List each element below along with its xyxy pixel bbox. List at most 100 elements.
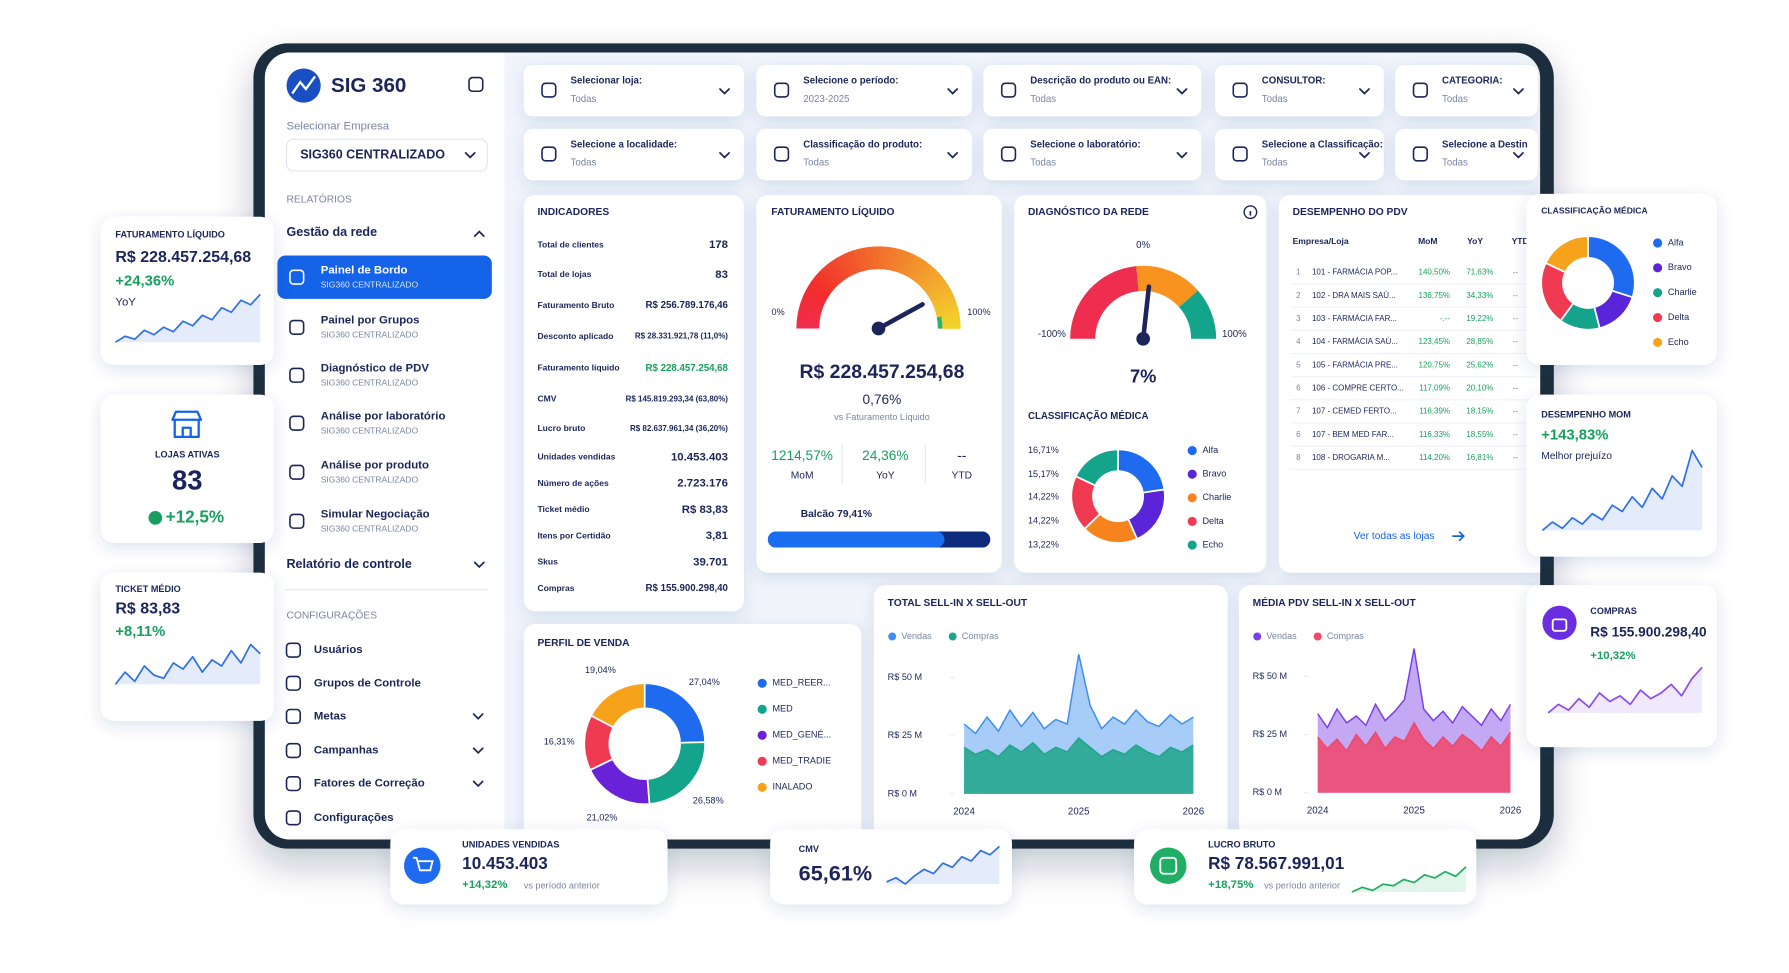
config-item[interactable]: Grupos de Controle: [314, 677, 421, 689]
gauge-scale-label: 0%: [1136, 240, 1150, 251]
chevron: [473, 230, 485, 237]
label: 1: [1296, 268, 1301, 277]
filter-dropdown[interactable]: [756, 128, 973, 181]
icon: [1000, 82, 1017, 98]
gauge-tip: [936, 316, 943, 329]
y-tick-label: R$ 0 M: [1253, 787, 1282, 797]
config-item[interactable]: Metas: [314, 710, 346, 722]
label: Selecionar Empresa: [287, 121, 390, 133]
gauge-hub: [871, 321, 886, 336]
menu-item-active[interactable]: [277, 255, 492, 299]
gauge-band: [825, 261, 844, 284]
gauge-band: [872, 246, 879, 270]
indicator-value: 2.723.176: [677, 478, 728, 490]
icon: [289, 415, 305, 431]
label: vs período anterior: [524, 881, 600, 891]
indicator-value: R$ 228.457.254,68: [646, 363, 729, 374]
filter-dropdown[interactable]: [1215, 65, 1384, 117]
legend-label: Delta: [1202, 516, 1224, 526]
brand-name: SIG 360: [331, 74, 406, 97]
filter-value: 2023-2025: [803, 94, 849, 105]
filter-dropdown[interactable]: [983, 128, 1202, 181]
config-item[interactable]: Usuários: [314, 644, 363, 656]
label: Itens por Certidão: [537, 530, 610, 540]
filter-dropdown[interactable]: [523, 128, 744, 181]
label: vs Faturamento Líquido: [834, 412, 930, 422]
icon: [289, 464, 305, 480]
config-item[interactable]: Fatores de Correção: [314, 778, 425, 790]
y-tick-label: R$ 25 M: [1253, 729, 1287, 739]
filter-dropdown[interactable]: [983, 65, 1202, 117]
filter-dropdown[interactable]: [523, 65, 744, 117]
label: --: [1513, 384, 1519, 393]
menu-item[interactable]: Diagnóstico de PDV: [321, 362, 430, 374]
label: CONFIGURAÇÕES: [287, 609, 378, 622]
legend-label: MED_TRADIE: [772, 756, 831, 766]
label: +18,75%: [1208, 879, 1253, 891]
icon: [1232, 146, 1248, 162]
menu-item[interactable]: Simular Negociação: [321, 508, 430, 520]
label: TICKET MÉDIO: [115, 584, 180, 594]
x-tick-label: 2025: [1068, 807, 1090, 818]
label: --: [1513, 430, 1519, 439]
donut-label: 26,58%: [693, 795, 724, 805]
icon: [1412, 146, 1428, 162]
chevron: [719, 88, 730, 95]
label: 6: [1296, 384, 1301, 393]
label: Faturamento Bruto: [537, 300, 614, 310]
filter-dropdown[interactable]: [1215, 128, 1384, 181]
menu-item[interactable]: Painel de Bordo: [321, 264, 408, 276]
progress-bar: [767, 531, 945, 548]
label: --: [1513, 314, 1519, 323]
y-tick-label: R$ 0 M: [888, 788, 917, 798]
legend-dot: [1653, 288, 1663, 298]
donut-segment: [1544, 235, 1589, 274]
filter-label: Selecione a Classificação:: [1262, 139, 1383, 150]
icon: [541, 82, 557, 98]
config-item[interactable]: Campanhas: [314, 745, 379, 757]
line: [1317, 648, 1512, 730]
company-select[interactable]: [285, 138, 488, 172]
label: 18,15%: [1466, 407, 1493, 416]
filter-dropdown[interactable]: [1395, 65, 1538, 117]
legend-label: Compras: [962, 631, 999, 641]
menu-item[interactable]: Análise por produto: [321, 459, 429, 471]
label: 13,22%: [1028, 540, 1059, 550]
sparkline-area: [886, 846, 1000, 885]
label: Gestão da rede: [287, 225, 378, 239]
label: CMV: [537, 394, 556, 404]
config-item[interactable]: Configurações: [314, 812, 394, 824]
label: 28,85%: [1466, 337, 1493, 346]
filter-value: Todas: [1262, 94, 1288, 105]
legend-dot: [1187, 540, 1197, 550]
filter-value: Todas: [1442, 94, 1468, 105]
label: R$ 155.900.298,40: [1590, 625, 1707, 640]
label[interactable]: Relatório de controle: [287, 557, 412, 571]
filter-value: Todas: [803, 158, 829, 169]
legend-label: Charlie: [1202, 492, 1231, 502]
link[interactable]: Ver todas as lojas: [1354, 531, 1435, 542]
label: 116,33%: [1419, 430, 1450, 439]
label: FATURAMENTO LÍQUIDO: [771, 205, 894, 218]
menu-item[interactable]: Análise por laboratório: [321, 410, 446, 422]
sparkline: [114, 643, 261, 685]
filter-dropdown[interactable]: [756, 65, 973, 117]
icon: [289, 367, 305, 383]
icon: [285, 810, 302, 826]
menu-item[interactable]: Painel por Grupos: [321, 315, 420, 327]
indicator-value: 178: [709, 239, 728, 251]
indicator-value: R$ 145.819.293,34 (63,80%): [626, 394, 729, 403]
filter-dropdown[interactable]: [1395, 128, 1538, 181]
sparkline: [114, 293, 261, 343]
legend-dot: [1313, 632, 1322, 641]
filter-value: Todas: [1030, 158, 1056, 169]
store-name: 108 - DROGARIA M...: [1312, 453, 1390, 462]
label: CMV: [799, 844, 820, 854]
sparkline: [1541, 449, 1703, 532]
chevron: [1513, 88, 1524, 95]
gauge-band: [797, 309, 821, 320]
icon: [289, 269, 305, 285]
gauge-band: [853, 248, 865, 273]
label: Lucro bruto: [537, 423, 585, 433]
icon: [468, 76, 484, 93]
